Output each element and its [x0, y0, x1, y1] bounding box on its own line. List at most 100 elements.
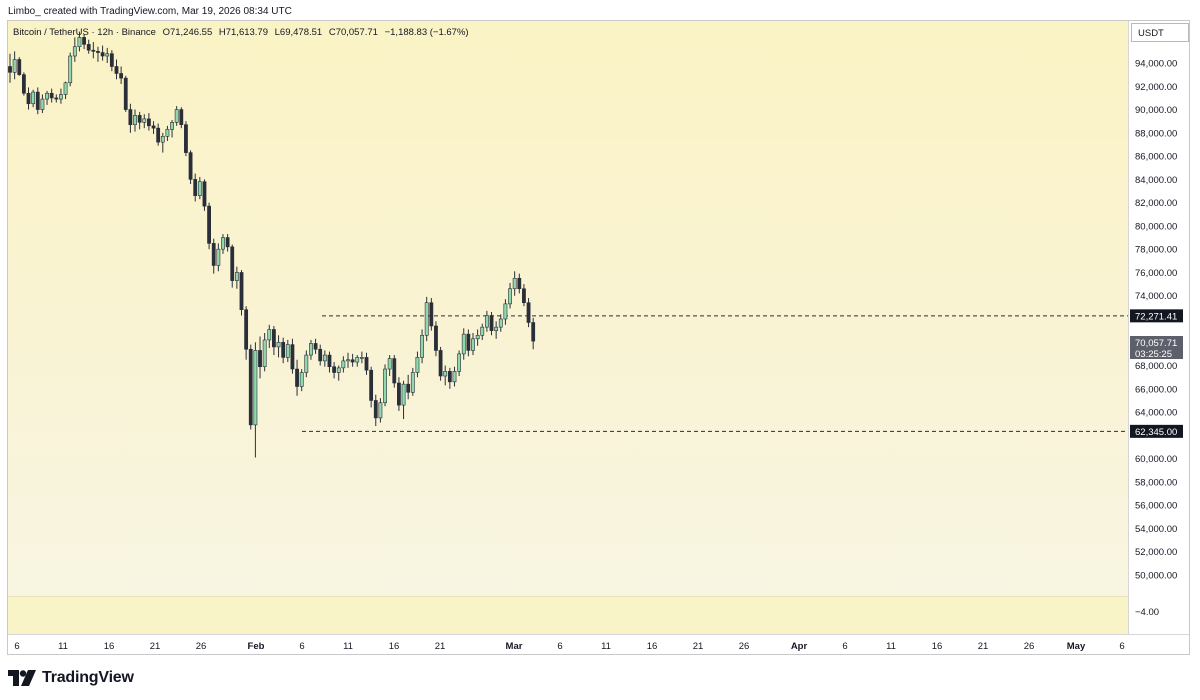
candle-up[interactable] — [424, 302, 429, 336]
candle-down[interactable] — [531, 322, 536, 342]
candle-up[interactable] — [234, 272, 239, 281]
candle-up[interactable] — [401, 383, 406, 406]
candle-down[interactable] — [447, 371, 452, 383]
candle-down[interactable] — [26, 92, 31, 105]
candle-up[interactable] — [322, 354, 327, 362]
candle-up[interactable] — [341, 360, 346, 369]
candle-down[interactable] — [188, 152, 193, 180]
candle-up[interactable] — [359, 357, 364, 359]
candle-down[interactable] — [137, 115, 142, 123]
candle-up[interactable] — [471, 338, 475, 351]
candle-down[interactable] — [244, 309, 249, 350]
candle-up[interactable] — [494, 326, 499, 331]
candle-down[interactable] — [17, 59, 22, 75]
candle-down[interactable] — [179, 109, 184, 125]
candle-up[interactable] — [420, 334, 424, 358]
candle-up[interactable] — [383, 368, 387, 404]
candle-up[interactable] — [197, 181, 202, 196]
candle-down[interactable] — [100, 52, 105, 57]
candle-up[interactable] — [160, 136, 165, 143]
candle-down[interactable] — [119, 73, 124, 79]
candle-down[interactable] — [318, 348, 323, 362]
candle-up[interactable] — [40, 98, 45, 110]
candle-up[interactable] — [133, 115, 137, 125]
candle-up[interactable] — [378, 402, 383, 419]
candle-down[interactable] — [184, 124, 188, 153]
candle-down[interactable] — [211, 243, 216, 266]
candle-up[interactable] — [63, 82, 68, 95]
pane-separator[interactable] — [8, 596, 1128, 597]
candle-down[interactable] — [526, 302, 531, 323]
candle-down[interactable] — [406, 383, 411, 393]
candle-down[interactable] — [35, 91, 40, 110]
candle-up[interactable] — [285, 344, 290, 358]
candle-up[interactable] — [31, 91, 36, 105]
candle-up[interactable] — [216, 248, 221, 266]
candle-down[interactable] — [434, 325, 438, 351]
candle-up[interactable] — [355, 357, 360, 363]
candle-down[interactable] — [225, 237, 230, 248]
candle-up[interactable] — [480, 326, 485, 336]
candle-up[interactable] — [221, 237, 225, 250]
candle-down[interactable] — [327, 354, 332, 368]
candle-up[interactable] — [253, 350, 258, 426]
candle-up[interactable] — [498, 318, 503, 328]
candle-up[interactable] — [262, 339, 267, 368]
candle-up[interactable] — [475, 334, 480, 340]
candle-down[interactable] — [207, 205, 211, 244]
candle-up[interactable] — [45, 92, 49, 100]
candle-down[interactable] — [522, 288, 526, 304]
candle-up[interactable] — [165, 129, 170, 137]
candle-down[interactable] — [258, 350, 262, 368]
candle-down[interactable] — [313, 343, 318, 350]
candle-down[interactable] — [290, 344, 295, 370]
candle-up[interactable] — [276, 341, 281, 348]
candle-up[interactable] — [336, 367, 341, 373]
candle-down[interactable] — [86, 44, 91, 51]
candle-up[interactable] — [105, 53, 110, 57]
candle-down[interactable] — [151, 125, 156, 129]
candle-up[interactable] — [503, 303, 508, 320]
candle-down[interactable] — [489, 315, 494, 331]
candle-up[interactable] — [59, 94, 63, 100]
candle-up[interactable] — [415, 357, 420, 373]
candle-down[interactable] — [438, 350, 443, 377]
currency-unit-button[interactable]: USDT — [1131, 23, 1189, 42]
candle-up[interactable] — [309, 343, 313, 356]
candle-down[interactable] — [239, 272, 244, 310]
candle-down[interactable] — [21, 74, 26, 94]
candle-down[interactable] — [96, 51, 100, 53]
candle-down[interactable] — [193, 179, 198, 196]
candle-up[interactable] — [299, 372, 304, 387]
candle-down[interactable] — [350, 359, 355, 363]
candle-up[interactable] — [72, 46, 77, 57]
candle-up[interactable] — [484, 315, 489, 328]
legend-symbol[interactable]: Bitcoin / TetherUS · 12h · Binance — [13, 27, 156, 38]
candle-down[interactable] — [123, 77, 128, 110]
candle-up[interactable] — [346, 359, 350, 362]
candle-up[interactable] — [452, 371, 457, 383]
candle-up[interactable] — [68, 55, 73, 84]
candle-down[interactable] — [392, 358, 397, 384]
candle-down[interactable] — [466, 333, 471, 351]
candle-down[interactable] — [364, 357, 369, 371]
candle-down[interactable] — [230, 246, 235, 281]
candle-up[interactable] — [457, 353, 462, 372]
candle-up[interactable] — [410, 372, 415, 393]
candle-down[interactable] — [54, 97, 59, 100]
candle-down[interactable] — [202, 181, 207, 207]
candle-down[interactable] — [373, 400, 378, 419]
candle-up[interactable] — [142, 118, 147, 123]
candle-up[interactable] — [12, 59, 17, 73]
candle-up[interactable] — [443, 371, 448, 377]
candle-down[interactable] — [91, 49, 96, 52]
candle-down[interactable] — [82, 37, 86, 45]
candle-down[interactable] — [156, 127, 161, 143]
candle-up[interactable] — [304, 354, 309, 373]
candle-down[interactable] — [397, 382, 401, 406]
candle-down[interactable] — [8, 66, 12, 73]
candle-up[interactable] — [461, 333, 466, 355]
price-pane[interactable] — [8, 21, 1128, 596]
indicator-pane[interactable] — [8, 597, 1128, 634]
